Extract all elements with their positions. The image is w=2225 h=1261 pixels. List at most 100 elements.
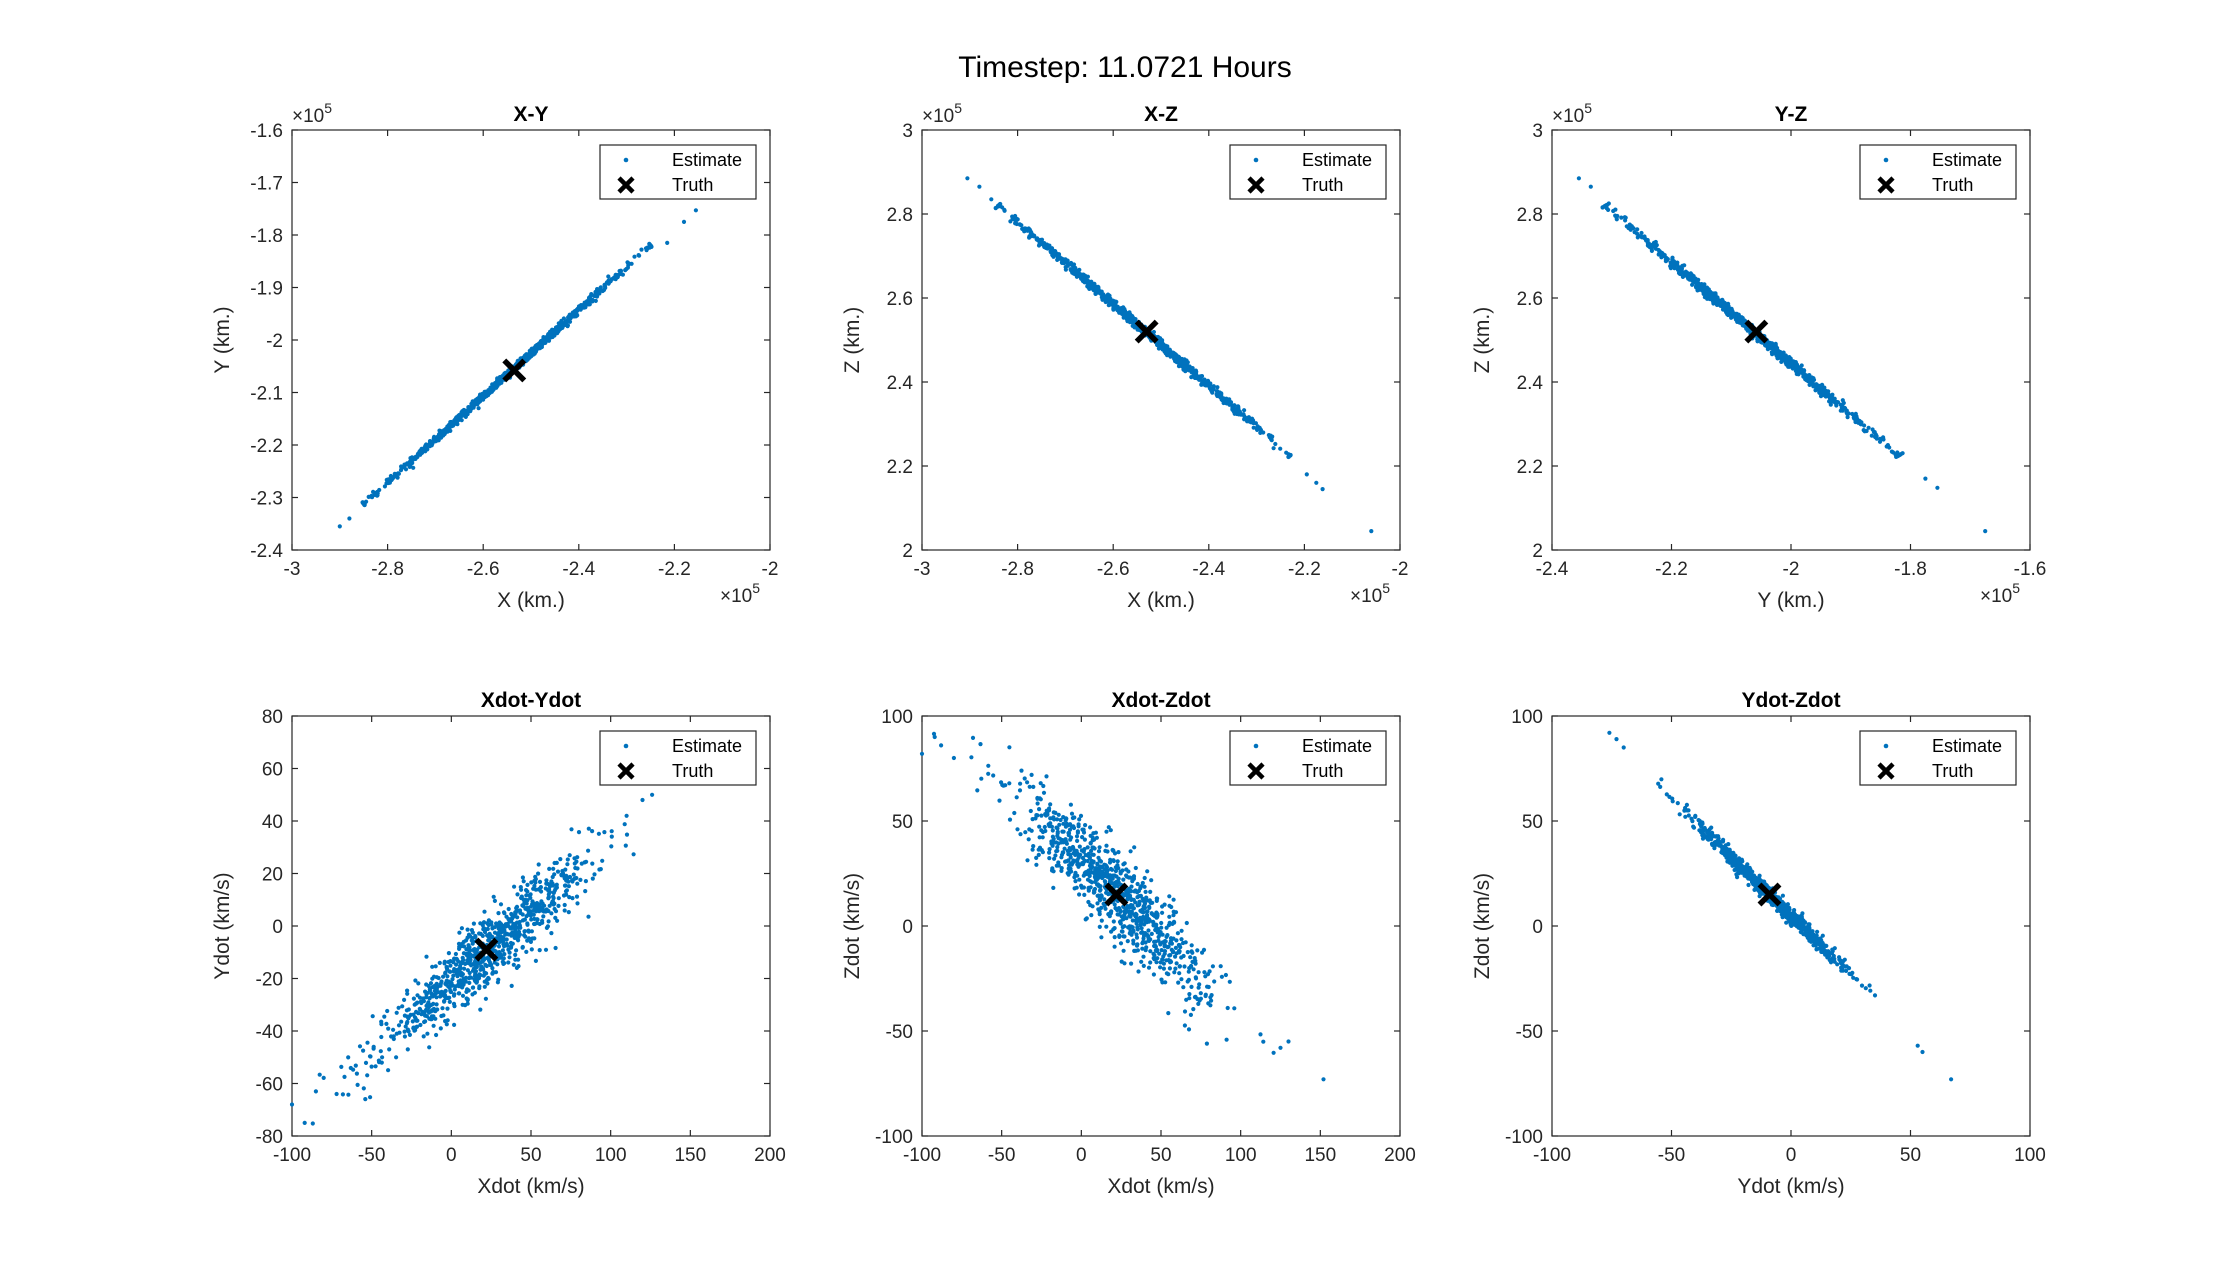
estimate-point (1037, 824, 1042, 829)
estimate-point (365, 1040, 370, 1045)
estimate-point (1864, 428, 1869, 434)
estimate-point (609, 844, 614, 849)
x-tick-label: 100 (1225, 1145, 1257, 1166)
estimate-point (404, 1008, 409, 1013)
estimate-point (1627, 226, 1632, 231)
y-axis-label: Zdot (km/s) (1471, 873, 1494, 979)
x-tick-label: -100 (1533, 1145, 1571, 1166)
estimate-point (363, 1097, 368, 1102)
estimate-point (1195, 996, 1200, 1002)
estimate-point (391, 1027, 396, 1032)
plot-title: Y-Z (1775, 103, 1808, 126)
estimate-point (1055, 257, 1060, 262)
y-tick-label: 100 (881, 707, 913, 728)
estimate-point (1191, 1007, 1196, 1012)
estimate-point (459, 926, 464, 931)
estimate-point (471, 947, 476, 952)
estimate-point (368, 1054, 373, 1059)
estimate-point (1027, 784, 1032, 789)
estimate-point (451, 969, 456, 974)
estimate-point (1048, 802, 1053, 807)
estimate-point (1159, 920, 1164, 926)
y-tick-label: 0 (902, 917, 913, 938)
estimate-point (574, 859, 579, 864)
estimate-point (1157, 951, 1162, 956)
estimate-point (392, 474, 397, 479)
estimate-point (1180, 364, 1185, 369)
estimate-point (431, 1023, 436, 1028)
y-exponent-power: 5 (324, 100, 332, 116)
estimate-point (576, 830, 582, 835)
legend-truth-marker (1247, 176, 1265, 194)
estimate-point (1089, 913, 1094, 918)
estimate-point (399, 1019, 404, 1024)
estimate-point (529, 880, 534, 885)
estimate-point (430, 976, 435, 981)
estimate-point (1167, 903, 1172, 908)
estimate-point (1179, 955, 1184, 960)
estimate-point (1193, 976, 1199, 981)
estimate-point (446, 959, 451, 965)
estimate-point (569, 827, 574, 832)
estimate-point (436, 975, 441, 981)
estimate-point (460, 955, 465, 960)
estimate-point (452, 1004, 457, 1009)
estimate-point (411, 996, 416, 1001)
y-tick-label: 80 (262, 707, 283, 728)
estimate-point (1132, 948, 1137, 954)
estimate-point (989, 197, 994, 202)
estimate-point (461, 939, 466, 945)
y-tick-label: 2 (1532, 541, 1543, 562)
estimate-point (555, 869, 561, 874)
estimate-point (464, 975, 469, 980)
estimate-point (512, 926, 518, 931)
estimate-point (1121, 916, 1126, 922)
estimate-point (1115, 912, 1120, 917)
estimate-point (558, 857, 563, 862)
estimate-point (519, 887, 524, 892)
estimate-point (951, 755, 957, 761)
estimate-point (471, 921, 476, 926)
y-axis-label: Z (km.) (841, 307, 864, 373)
estimate-point (1090, 860, 1096, 865)
estimate-point (1190, 950, 1195, 955)
estimate-point (1151, 972, 1156, 977)
estimate-point (490, 971, 495, 976)
y-tick-label: -1.8 (250, 226, 283, 247)
estimate-point (1050, 828, 1055, 833)
estimate-point (1160, 904, 1165, 909)
truth-marker-stroke (502, 358, 527, 383)
y-tick-label: -2.4 (250, 541, 283, 562)
y-tick-label: 2 (902, 541, 913, 562)
estimate-point (492, 384, 497, 389)
estimate-point (1072, 848, 1077, 853)
estimate-point (1102, 879, 1107, 884)
estimate-point (1177, 358, 1183, 364)
estimate-point (1018, 832, 1023, 837)
x-exponent: ×105 (1350, 580, 1390, 607)
estimate-point (1025, 858, 1030, 863)
x-exponent-base: ×10 (720, 586, 752, 607)
estimate-point (1845, 415, 1850, 420)
estimate-point (1166, 944, 1171, 949)
estimate-point (1133, 888, 1138, 893)
estimate-point (501, 956, 506, 961)
estimate-point (520, 875, 526, 880)
estimate-point (442, 998, 447, 1004)
estimate-point (455, 974, 460, 979)
estimate-point (1025, 780, 1030, 785)
estimate-point (491, 894, 496, 899)
estimate-point (1035, 801, 1040, 806)
estimate-point (447, 995, 452, 1000)
estimate-point (1196, 1001, 1201, 1007)
estimate-point (693, 208, 699, 213)
estimate-point (412, 1002, 417, 1007)
estimate-point (551, 894, 556, 899)
estimate-point (1189, 984, 1194, 990)
y-tick-label: 2.6 (887, 289, 913, 310)
estimate-point (1030, 847, 1035, 852)
estimate-point (1173, 359, 1178, 364)
x-tick-label: -3 (284, 559, 301, 580)
estimate-point (433, 1009, 438, 1014)
estimate-point (438, 994, 443, 999)
